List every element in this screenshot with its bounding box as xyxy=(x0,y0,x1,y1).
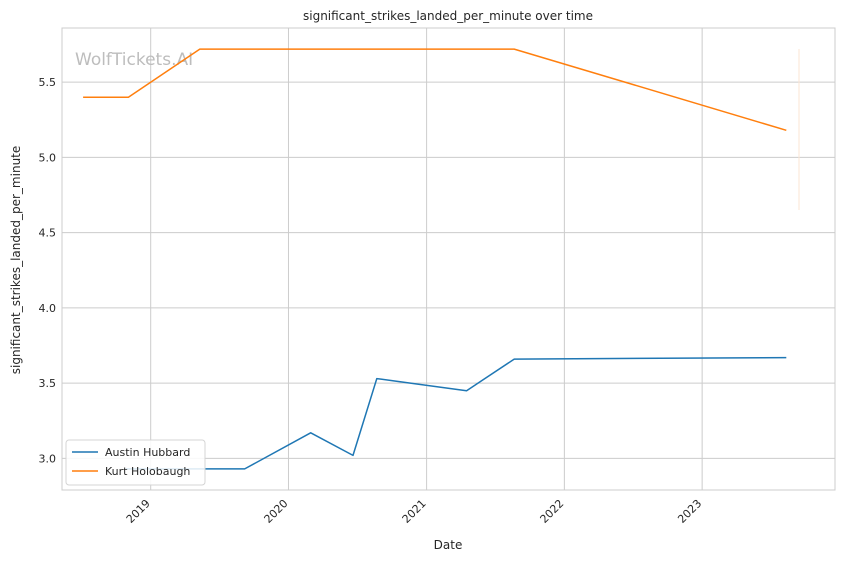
y-axis: 3.0 3.5 4.0 4.5 5.0 5.5 xyxy=(39,76,57,465)
series-line-kurt-holobaugh xyxy=(83,48,787,132)
chart-title: significant_strikes_landed_per_minute ov… xyxy=(303,9,593,23)
y-tick-label: 3.0 xyxy=(39,452,57,465)
plot-frame xyxy=(61,27,836,491)
y-tick-label: 5.0 xyxy=(39,151,57,164)
legend: Austin Hubbard Kurt Holobaugh xyxy=(65,439,206,486)
y-tick-label: 5.5 xyxy=(39,76,57,89)
series-line-austin-hubbard xyxy=(125,356,787,470)
y-axis-label: significant_strikes_landed_per_minute xyxy=(9,146,23,375)
y-tick-label: 4.5 xyxy=(39,227,57,240)
series-layer xyxy=(83,48,787,470)
grid-lines xyxy=(62,28,835,490)
legend-label: Kurt Holobaugh xyxy=(105,465,190,478)
x-axis-label: Date xyxy=(434,538,463,552)
y-tick-label: 3.5 xyxy=(39,377,57,390)
watermark: WolfTickets.AI xyxy=(75,50,193,70)
y-tick-label: 4.0 xyxy=(39,302,57,315)
plot-area xyxy=(62,28,835,490)
legend-label: Austin Hubbard xyxy=(105,446,190,459)
legend-box xyxy=(65,439,206,486)
